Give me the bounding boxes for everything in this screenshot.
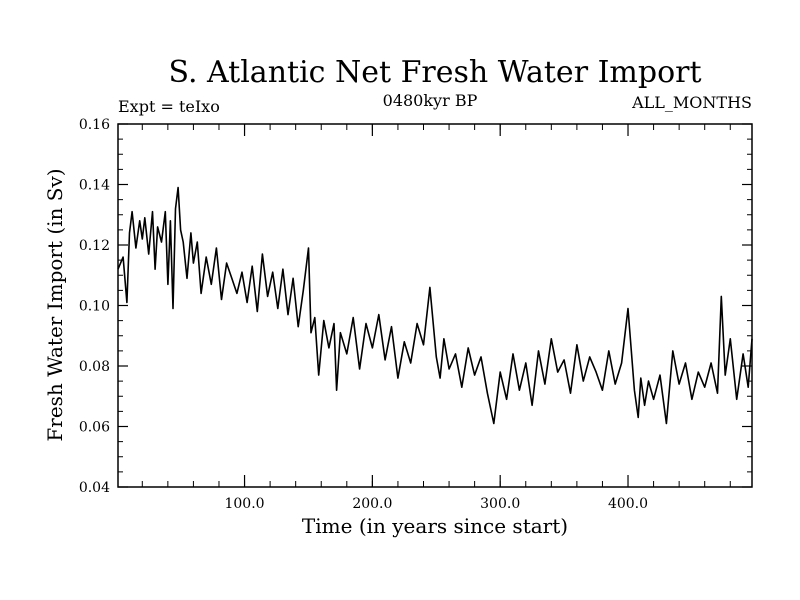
series-line	[117, 186, 753, 425]
x-axis-ticks: 100.0 200.0 300.0 400.0	[141, 124, 731, 512]
y-tick-label: 0.12	[79, 238, 110, 254]
x-tick-label: 100.0	[224, 496, 264, 512]
y-tick-label: 0.04	[79, 480, 110, 496]
y-tick-label: 0.08	[79, 359, 110, 375]
y-tick-label: 0.10	[79, 299, 110, 315]
y-tick-label: 0.14	[79, 178, 110, 194]
plot-frame	[117, 123, 753, 488]
months-label: ALL_MONTHS	[631, 93, 752, 112]
experiment-label: Expt = teIxo	[118, 97, 220, 116]
x-axis-label: Time (in years since start)	[302, 514, 568, 538]
x-tick-label: 200.0	[352, 496, 392, 512]
y-tick-label: 0.06	[79, 420, 110, 436]
chart-title: S. Atlantic Net Fresh Water Import	[168, 55, 701, 90]
x-tick-label: 400.0	[608, 496, 648, 512]
y-axis-label: Fresh Water Import (in Sv)	[43, 168, 67, 441]
y-tick-label: 0.16	[79, 117, 110, 133]
x-tick-label: 300.0	[480, 496, 520, 512]
y-axis-ticks: 0.04 0.06 0.08 0.10 0.12 0.14 0.16	[79, 117, 752, 496]
period-label: 0480kyr BP	[383, 91, 478, 110]
